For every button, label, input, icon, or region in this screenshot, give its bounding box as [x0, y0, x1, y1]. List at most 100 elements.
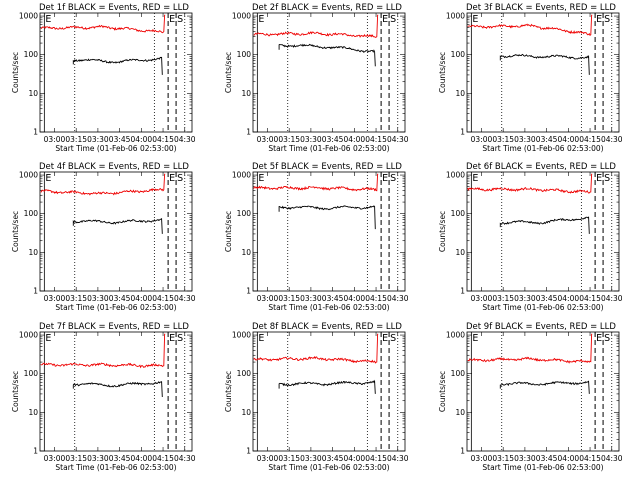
- events-series-black: [72, 218, 163, 234]
- event-marker-label: E: [382, 333, 388, 344]
- y-tick-label: 1: [246, 287, 251, 296]
- y-tick-label: 10: [455, 89, 465, 98]
- x-tick-label: 03:30: [87, 454, 109, 463]
- y-tick-label: 100: [24, 369, 39, 378]
- y-tick-label: 1: [246, 447, 251, 456]
- x-tick-label: 03:15: [492, 454, 514, 463]
- event-marker-label: E: [596, 173, 602, 184]
- event-marker-label: E: [596, 333, 602, 344]
- x-tick-label: 04:15: [579, 294, 601, 303]
- x-tick-label: 03:00: [471, 454, 493, 463]
- x-tick-label: 03:45: [109, 135, 131, 144]
- event-marker-label: E: [169, 173, 175, 184]
- plot-frame: [39, 171, 193, 292]
- x-tick-label: 04:00: [344, 135, 366, 144]
- x-tick-label: 04:30: [387, 454, 409, 463]
- x-tick-label: 03:00: [44, 135, 66, 144]
- x-tick-label: 04:15: [579, 454, 601, 463]
- y-axis-label: Counts/sec: [224, 52, 233, 93]
- event-marker-label: S: [177, 173, 183, 184]
- x-axis-label: Start Time (01-Feb-06 02:53:00): [268, 144, 389, 153]
- x-tick-label: 04:30: [174, 294, 196, 303]
- y-tick-label: 100: [237, 50, 252, 59]
- events-series-black: [278, 43, 376, 67]
- panel-title: Det 8f BLACK = Events, RED = LLD: [252, 322, 402, 332]
- x-tick-label: 04:15: [152, 135, 174, 144]
- event-marker-label: E: [596, 14, 602, 25]
- panel-title: Det 9f BLACK = Events, RED = LLD: [466, 322, 616, 332]
- x-tick-label: 03:45: [536, 135, 558, 144]
- event-marker-label: E: [472, 333, 478, 344]
- lld-series-red: [253, 333, 379, 364]
- x-axis-label: Start Time (01-Feb-06 02:53:00): [482, 303, 603, 312]
- x-tick-label: 03:45: [322, 294, 344, 303]
- x-tick-label: 03:30: [300, 454, 322, 463]
- x-tick-label: 04:00: [558, 294, 580, 303]
- y-tick-label: 10: [455, 248, 465, 257]
- lld-series-red: [467, 333, 593, 364]
- x-tick-label: 03:45: [109, 454, 131, 463]
- x-tick-label: 03:30: [514, 454, 536, 463]
- y-tick-label: 1000: [19, 171, 38, 180]
- y-axis-label: Counts/sec: [11, 211, 20, 252]
- event-marker-label: S: [390, 14, 396, 25]
- y-tick-label: 1: [460, 447, 465, 456]
- event-marker-label: E: [382, 14, 388, 25]
- x-tick-label: 04:15: [365, 454, 387, 463]
- x-tick-label: 03:00: [257, 135, 279, 144]
- plot-frame: [466, 12, 620, 133]
- y-tick-label: 1000: [232, 12, 251, 21]
- y-tick-label: 100: [451, 369, 466, 378]
- x-tick-label: 03:45: [322, 454, 344, 463]
- y-tick-label: 1000: [446, 171, 465, 180]
- events-series-black: [72, 56, 163, 75]
- events-series-black: [499, 216, 590, 234]
- x-tick-label: 04:15: [579, 135, 601, 144]
- x-tick-label: 03:45: [536, 294, 558, 303]
- lld-series-red: [40, 333, 166, 369]
- y-axis-label: Counts/sec: [438, 52, 447, 93]
- x-axis-label: Start Time (01-Feb-06 02:53:00): [482, 144, 603, 153]
- x-tick-label: 03:30: [87, 294, 109, 303]
- events-series-black: [499, 53, 590, 75]
- y-tick-label: 1000: [232, 331, 251, 340]
- event-marker-label: E: [169, 333, 175, 344]
- x-tick-label: 04:00: [131, 135, 153, 144]
- events-series-black: [499, 380, 590, 394]
- x-axis-label: Start Time (01-Feb-06 02:53:00): [482, 463, 603, 472]
- x-axis-label: Start Time (01-Feb-06 02:53:00): [268, 303, 389, 312]
- event-marker-label: S: [604, 333, 610, 344]
- panel-title: Det 5f BLACK = Events, RED = LLD: [252, 162, 402, 172]
- y-tick-label: 1000: [19, 331, 38, 340]
- x-tick-label: 04:00: [131, 454, 153, 463]
- events-series-black: [278, 205, 376, 230]
- event-marker-label: E: [169, 14, 175, 25]
- y-tick-label: 10: [455, 408, 465, 417]
- panel-title: Det 1f BLACK = Events, RED = LLD: [39, 3, 189, 13]
- x-tick-label: 04:15: [152, 294, 174, 303]
- chart-panel-2: Det 2f BLACK = Events, RED = LLD 1 10 100 10…: [224, 3, 409, 153]
- event-marker-label: E: [382, 173, 388, 184]
- chart-panel-4: Det 4f BLACK = Events, RED = LLD 1 10 100 10…: [11, 162, 196, 312]
- y-tick-label: 100: [237, 369, 252, 378]
- y-tick-label: 1: [33, 128, 38, 137]
- y-tick-label: 10: [28, 408, 38, 417]
- y-tick-label: 1: [460, 128, 465, 137]
- x-tick-label: 04:15: [365, 294, 387, 303]
- x-tick-label: 04:30: [174, 454, 196, 463]
- x-tick-label: 03:30: [514, 294, 536, 303]
- panel-title: Det 2f BLACK = Events, RED = LLD: [252, 3, 402, 13]
- chart-panel-8: Det 8f BLACK = Events, RED = LLD 1 10 100 10…: [224, 322, 409, 472]
- plot-frame: [39, 12, 193, 133]
- x-tick-label: 03:30: [87, 135, 109, 144]
- x-tick-label: 03:15: [65, 294, 87, 303]
- panel-title: Det 6f BLACK = Events, RED = LLD: [466, 162, 616, 172]
- y-tick-label: 1000: [232, 171, 251, 180]
- event-marker-label: S: [604, 14, 610, 25]
- chart-panel-1: Det 1f BLACK = Events, RED = LLD 1 10 100 10…: [11, 3, 196, 153]
- y-tick-label: 10: [241, 248, 251, 257]
- plot-frame: [466, 171, 620, 292]
- event-marker-label: S: [604, 173, 610, 184]
- panel-title: Det 7f BLACK = Events, RED = LLD: [39, 322, 189, 332]
- x-tick-label: 03:45: [322, 135, 344, 144]
